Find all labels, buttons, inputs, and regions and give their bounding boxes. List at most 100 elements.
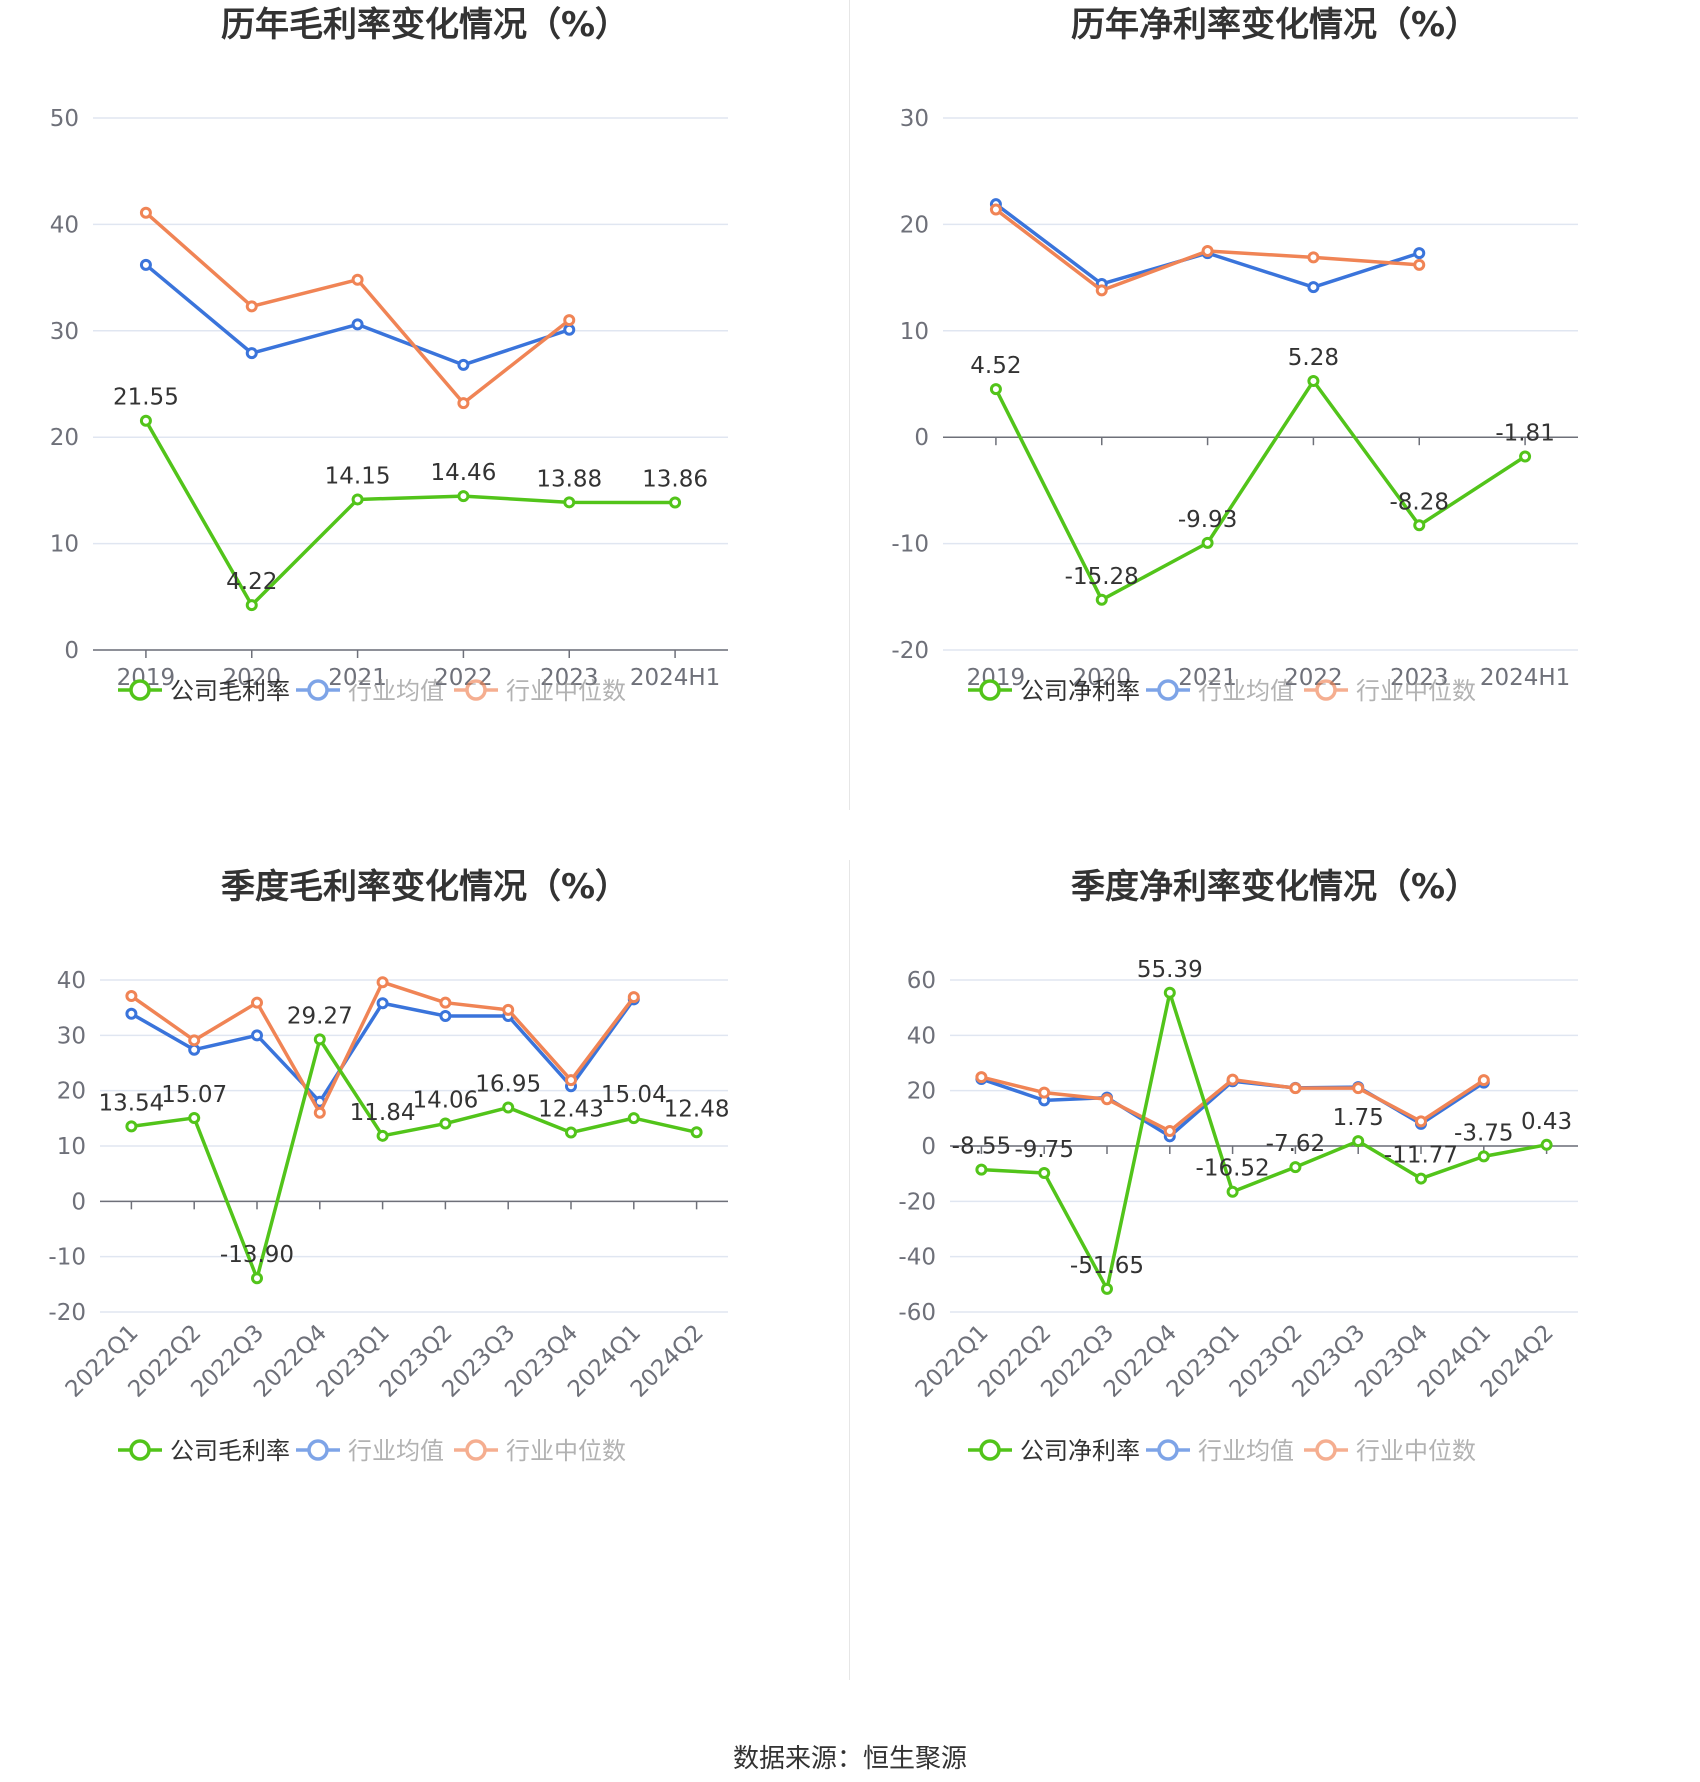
y-tick-label: 0: [921, 1134, 936, 1160]
data-point-company[interactable]: [1038, 1166, 1051, 1179]
data-point-company[interactable]: [1413, 519, 1426, 532]
data-point-median[interactable]: [502, 1003, 515, 1016]
data-point-company[interactable]: [627, 1112, 640, 1125]
data-point-company[interactable]: [351, 493, 364, 506]
data-point-company[interactable]: [251, 1272, 263, 1285]
data-point-company[interactable]: [1477, 1150, 1490, 1163]
legend-item-company[interactable]: 公司毛利率: [118, 1437, 290, 1465]
y-tick-label: 30: [900, 106, 929, 132]
data-point-median[interactable]: [1226, 1073, 1239, 1086]
data-point-company[interactable]: [1307, 375, 1320, 388]
data-point-median[interactable]: [125, 990, 138, 1003]
data-point-median[interactable]: [1307, 251, 1320, 264]
data-point-median[interactable]: [251, 996, 263, 1009]
data-point-company[interactable]: [1095, 593, 1108, 606]
data-point-median[interactable]: [245, 300, 258, 313]
data-point-median[interactable]: [457, 397, 470, 410]
y-tick-label: 40: [50, 212, 79, 238]
data-point-median[interactable]: [975, 1071, 988, 1084]
data-point-avg[interactable]: [439, 1009, 452, 1022]
data-point-avg[interactable]: [125, 1007, 138, 1020]
data-point-company[interactable]: [125, 1120, 138, 1133]
data-point-median[interactable]: [1352, 1082, 1365, 1095]
data-point-avg[interactable]: [376, 997, 389, 1010]
data-point-avg[interactable]: [351, 318, 364, 331]
data-point-company[interactable]: [1352, 1135, 1365, 1148]
y-tick-label: 30: [57, 1023, 86, 1049]
data-point-median[interactable]: [188, 1034, 201, 1047]
data-point-median[interactable]: [565, 1074, 577, 1087]
legend-item-median[interactable]: 行业中位数: [1304, 1437, 1476, 1465]
legend-label: 行业中位数: [506, 677, 626, 705]
data-point-company[interactable]: [565, 1126, 577, 1139]
data-label: -1.81: [1495, 420, 1555, 446]
data-point-median[interactable]: [351, 273, 364, 286]
data-point-median[interactable]: [1101, 1093, 1113, 1106]
legend-item-avg[interactable]: 行业均值: [296, 1437, 444, 1465]
legend-item-avg[interactable]: 行业均值: [296, 677, 444, 705]
divider-bottom: [849, 860, 850, 1680]
data-point-company[interactable]: [690, 1126, 703, 1139]
legend-item-company[interactable]: 公司净利率: [968, 1437, 1140, 1465]
data-point-median[interactable]: [563, 314, 576, 327]
data-point-company[interactable]: [313, 1033, 326, 1046]
data-point-avg[interactable]: [1307, 281, 1320, 294]
data-point-company[interactable]: [1101, 1282, 1113, 1295]
data-point-company[interactable]: [1519, 450, 1532, 463]
data-point-avg[interactable]: [1413, 247, 1426, 260]
data-point-avg[interactable]: [457, 358, 470, 371]
data-point-company[interactable]: [1226, 1185, 1239, 1198]
data-point-median[interactable]: [627, 991, 640, 1004]
data-point-company[interactable]: [989, 383, 1002, 396]
data-point-company[interactable]: [1540, 1138, 1553, 1151]
data-point-median[interactable]: [1415, 1115, 1427, 1128]
data-point-company[interactable]: [376, 1129, 389, 1142]
data-point-company[interactable]: [439, 1117, 452, 1130]
legend-item-median[interactable]: 行业中位数: [454, 1437, 626, 1465]
data-point-company[interactable]: [669, 496, 682, 509]
data-label: 13.88: [536, 466, 602, 492]
data-point-median[interactable]: [1038, 1086, 1051, 1099]
data-point-median[interactable]: [439, 996, 452, 1009]
legend-item-avg[interactable]: 行业均值: [1146, 1437, 1294, 1465]
data-point-company[interactable]: [1163, 986, 1176, 999]
data-point-median[interactable]: [1413, 258, 1426, 271]
data-point-avg[interactable]: [251, 1029, 263, 1042]
legend-item-median[interactable]: 行业中位数: [454, 677, 626, 705]
data-point-median[interactable]: [1095, 284, 1108, 297]
legend-item-avg[interactable]: 行业均值: [1146, 677, 1294, 705]
data-point-company[interactable]: [502, 1101, 515, 1114]
data-point-avg[interactable]: [563, 323, 576, 336]
data-point-median[interactable]: [376, 976, 389, 989]
data-point-median[interactable]: [1477, 1074, 1490, 1087]
data-point-company[interactable]: [1415, 1172, 1427, 1185]
y-tick-label: 30: [50, 319, 79, 345]
data-point-median[interactable]: [1163, 1125, 1176, 1138]
data-label: 0.43: [1521, 1109, 1572, 1135]
data-point-avg[interactable]: [139, 258, 152, 271]
legend-label: 行业均值: [348, 677, 444, 705]
data-point-company[interactable]: [245, 599, 258, 612]
data-point-median[interactable]: [989, 203, 1002, 216]
data-point-avg[interactable]: [245, 347, 258, 360]
x-tick-label: 2023: [1390, 665, 1449, 691]
y-tick-label: 20: [57, 1079, 86, 1105]
data-point-avg[interactable]: [188, 1043, 201, 1056]
data-point-median[interactable]: [1289, 1082, 1302, 1095]
data-point-company[interactable]: [139, 414, 152, 427]
legend-item-company[interactable]: 公司毛利率: [118, 677, 290, 705]
data-point-median[interactable]: [1201, 245, 1214, 257]
data-label: 11.84: [350, 1100, 416, 1126]
data-point-company[interactable]: [1289, 1161, 1302, 1174]
data-point-company[interactable]: [1201, 536, 1214, 549]
data-point-median[interactable]: [139, 206, 152, 219]
data-point-company[interactable]: [975, 1163, 988, 1176]
data-point-median[interactable]: [313, 1106, 326, 1119]
y-tick-label: -20: [898, 1189, 936, 1215]
data-point-company[interactable]: [188, 1111, 201, 1124]
data-point-company[interactable]: [457, 490, 470, 503]
y-tick-label: 40: [907, 1023, 936, 1049]
legend-item-company[interactable]: 公司净利率: [968, 677, 1140, 705]
legend-item-median[interactable]: 行业中位数: [1304, 677, 1476, 705]
data-point-company[interactable]: [563, 496, 576, 509]
